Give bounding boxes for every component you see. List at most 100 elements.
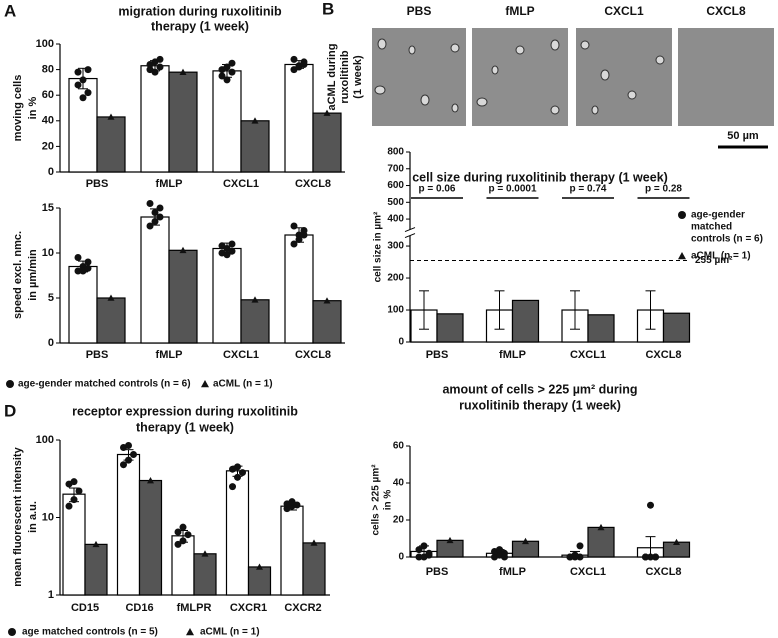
axis-break [404,227,416,233]
bar [240,120,270,173]
data-point [156,55,164,63]
bar [62,493,86,596]
legend-label: matched [691,222,732,233]
data-point [146,60,154,68]
error-bar [419,290,429,330]
legend-marker [678,211,686,219]
y-tick-label: 500 [387,197,404,208]
microscopy-images [372,28,774,149]
data-point [228,240,236,248]
data-point [300,60,308,68]
data-point [229,483,236,491]
panel-letter: B [322,0,334,18]
data-point [597,523,605,531]
y-tick-label: 40 [393,478,405,489]
data-point [228,59,236,67]
image-label: PBS [407,4,432,18]
data-point [293,501,301,509]
x-tick-label: CD16 [125,602,153,614]
axis-break [404,233,416,239]
data-point [673,538,680,545]
bar [284,63,314,173]
data-point [323,109,331,116]
legend-label: aCML (n = 1) [213,379,273,390]
data-point [290,55,298,63]
bar [436,313,464,343]
legend-label: age-gender matched controls (n = 6) [18,379,191,390]
data-point [179,523,187,531]
data-point [151,209,159,216]
y-tick-label: 300 [387,241,404,252]
y-tick-label: 0 [48,166,54,178]
y-axis-label: in µm/min [27,249,39,301]
x-tick-label: fMLPR [177,602,212,614]
data-point [228,68,236,76]
data-point [647,553,654,561]
image-label: CXCL1 [604,4,644,18]
y-tick-label: 1 [48,589,54,601]
bar [225,470,250,596]
y-axis-label: cell size in µm² [373,211,384,282]
bar [96,116,126,173]
bar [587,526,615,558]
chart-title: receptor expression during ruxolitinib [72,404,298,418]
bar [247,566,272,596]
chart-title: ruxolitinib therapy (1 week) [459,398,621,412]
legend-label: aCML (n = 1) [691,251,751,262]
data-point [234,473,241,481]
data-point [179,537,187,545]
y-tick-label: 0 [398,337,404,348]
bar [284,234,314,344]
bar [312,300,342,344]
y-axis-label: cells > 225 µm² [371,464,382,536]
chart-title: cell size during ruxolitinib therapy (1 … [412,170,668,184]
data-point [310,539,318,546]
data-point [75,487,83,495]
data-point [179,246,187,254]
data-point [218,242,226,250]
data-point [174,540,182,548]
bar [312,112,342,173]
y-tick-label: 700 [387,163,404,174]
data-point [425,549,433,557]
data-point [146,222,154,230]
bar [302,542,326,596]
data-point [79,76,87,84]
data-point [130,450,137,458]
data-point [295,236,303,243]
data-point [228,247,236,255]
bar [68,77,98,173]
chart-title: amount of cells > 225 µm² during [442,382,637,396]
data-point [576,542,584,550]
x-tick-label: CXCR1 [230,602,267,614]
data-point [107,113,115,120]
y-tick-label: 80 [42,64,54,76]
data-point [74,267,82,275]
data-point [446,536,454,544]
bar [212,70,242,173]
axis-break [405,229,415,236]
x-tick-label: CXCL8 [295,178,331,190]
data-point [120,461,127,469]
data-point [146,200,154,207]
data-point [156,63,164,71]
x-tick-label: CXCL8 [645,349,681,361]
y-axis-label: moving cells [12,75,24,142]
data-point [223,76,231,84]
x-tick-label: CXCR2 [284,602,321,614]
data-point [125,441,132,449]
x-tick-label: CD15 [71,602,99,614]
data-point [65,502,73,510]
image-row-label: (1 week) [352,55,364,99]
y-tick-label: 40 [42,115,54,127]
data-point [74,254,82,261]
y-tick-label: 200 [387,273,404,284]
data-point [642,553,649,561]
legend-marker [201,380,209,388]
x-tick-label: CXCL1 [223,178,259,190]
image-label: fMLP [505,4,534,18]
x-tick-label: CXCL1 [570,566,606,578]
image-row-label: aCML during [326,43,338,110]
data-point [571,551,579,559]
bar [587,314,615,343]
